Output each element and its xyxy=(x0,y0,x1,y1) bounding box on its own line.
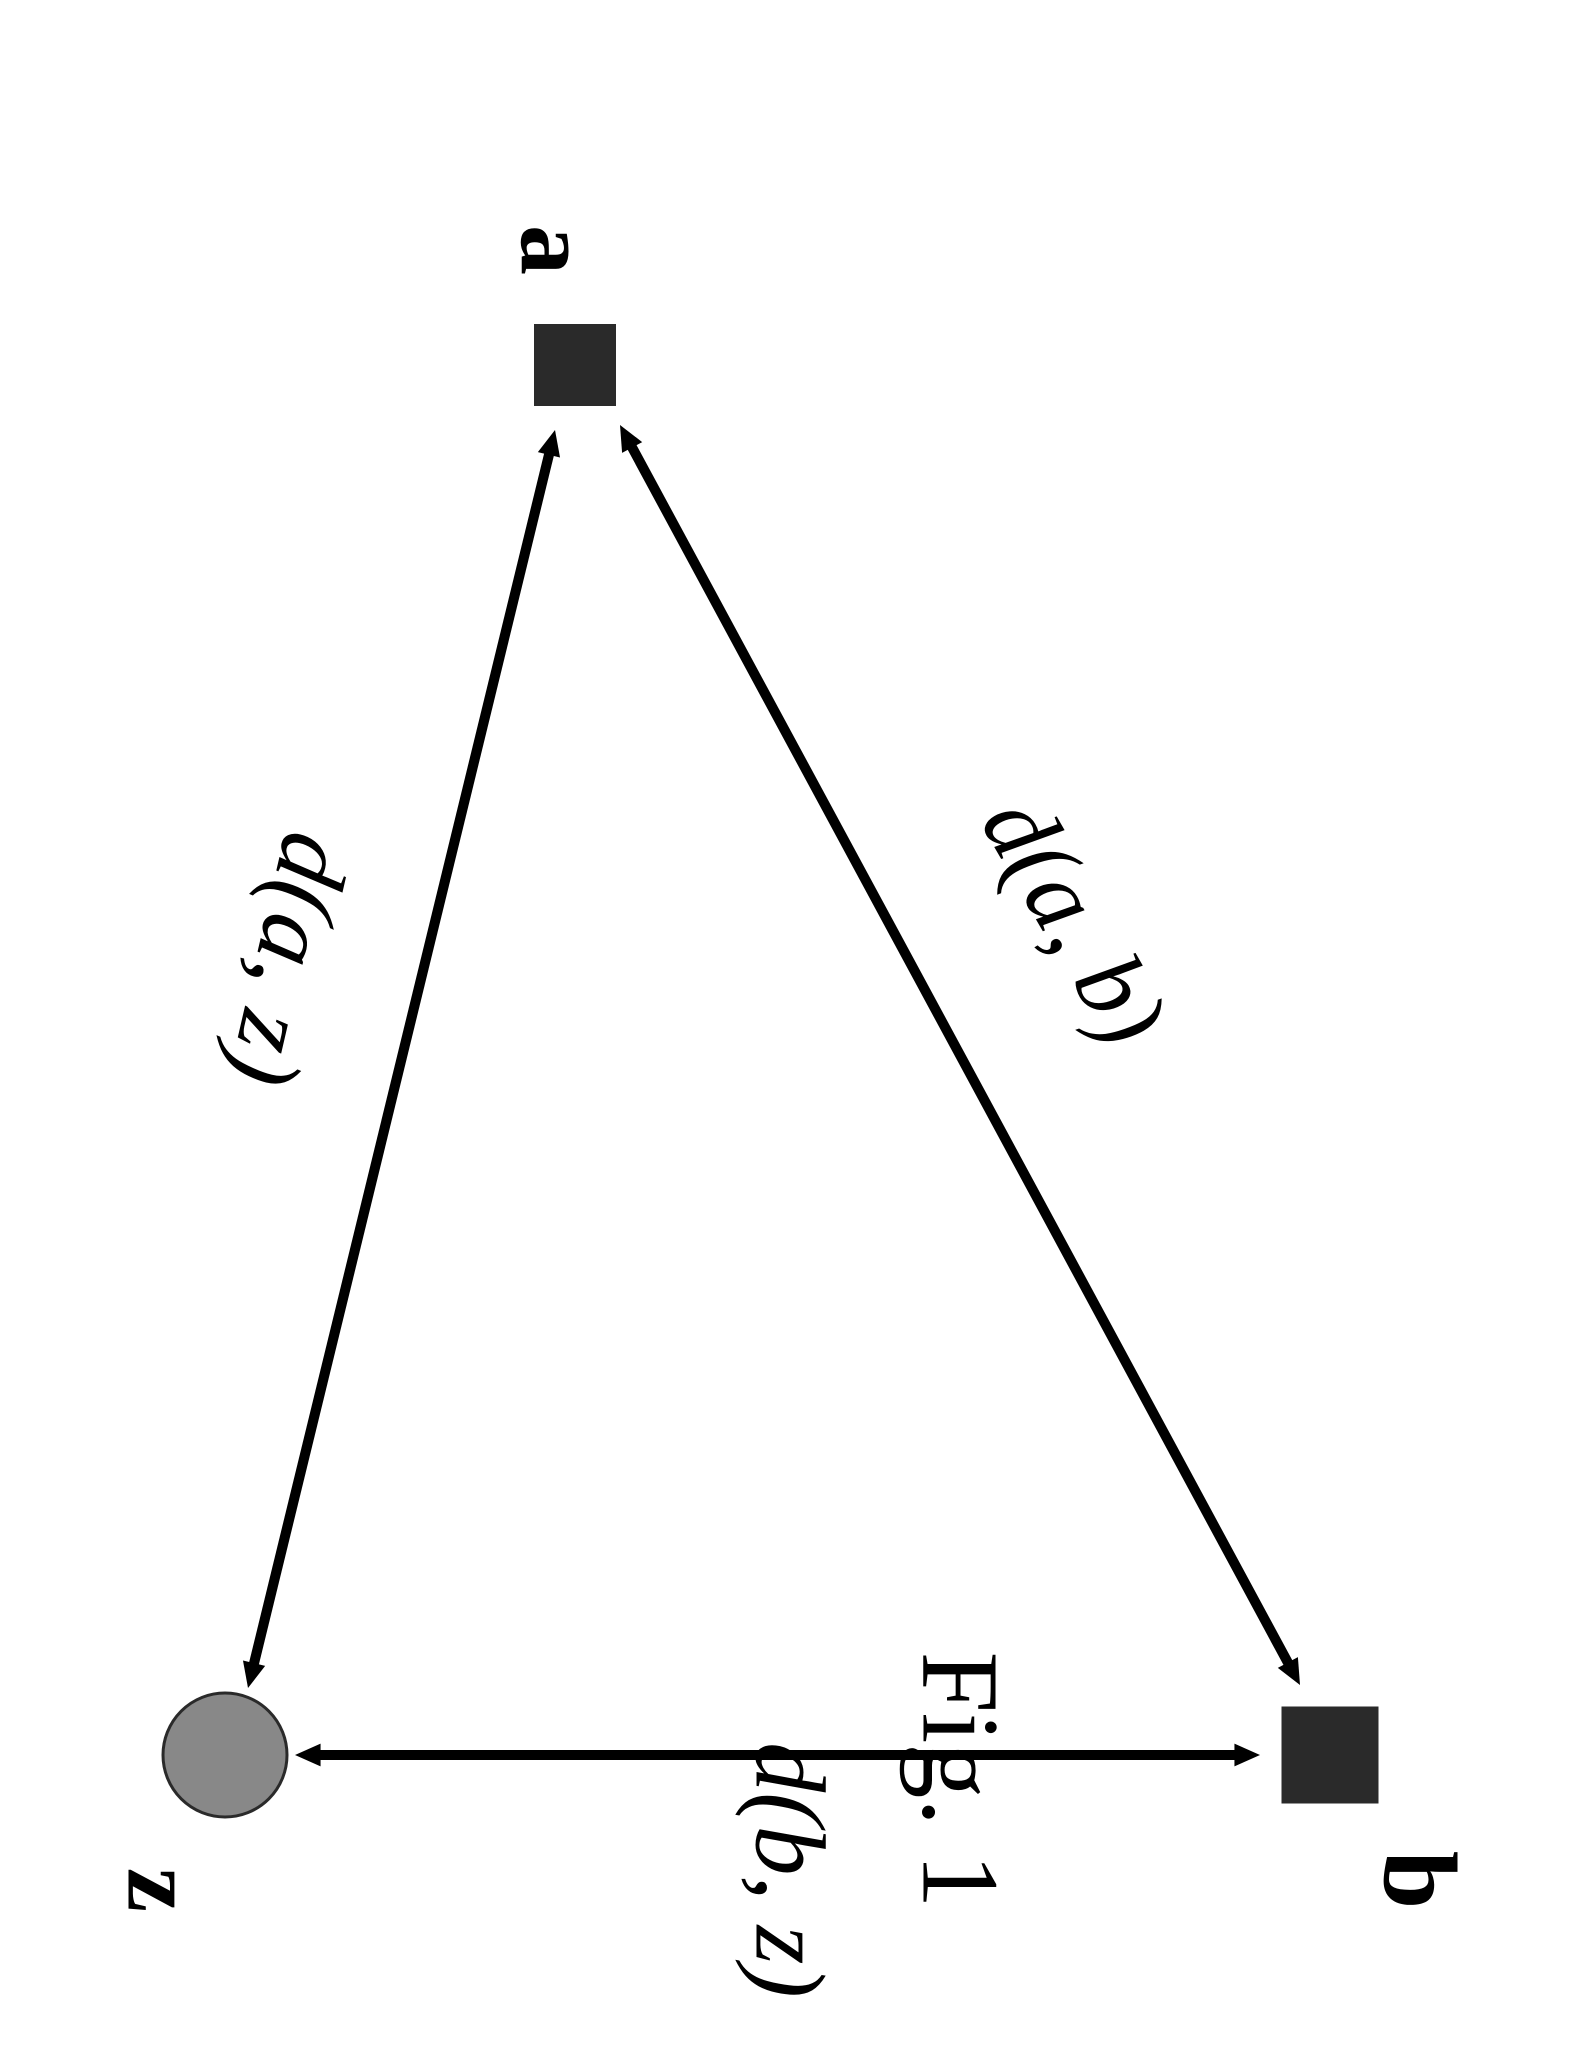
node-z xyxy=(163,1693,287,1817)
node-label-z: z xyxy=(105,1868,220,1912)
edge-label-b-z: d(b, z) xyxy=(733,1742,848,1998)
figure-caption: Fig. 1 xyxy=(897,1652,1024,1909)
diagram-container: d(a, b)d(b, z)d(a, z)abzFig. 1 xyxy=(0,0,1576,2066)
edge-a-b xyxy=(628,440,1292,1670)
node-label-b: b xyxy=(1360,1851,1481,1909)
node-b xyxy=(1283,1708,1378,1803)
node-label-a: a xyxy=(498,225,613,275)
node-a xyxy=(535,325,615,405)
